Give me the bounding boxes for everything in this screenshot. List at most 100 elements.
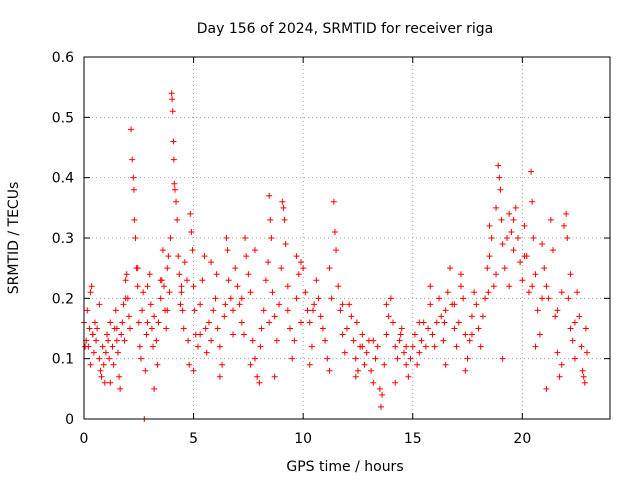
data-point [341,349,348,356]
x-tick-label: 0 [80,431,89,447]
data-point [171,186,178,193]
data-point [107,379,114,386]
data-point [139,307,146,314]
data-point [131,216,138,223]
data-point [532,271,539,278]
data-point [208,337,215,344]
data-point [383,301,390,308]
data-point [350,337,357,344]
data-point [302,289,309,296]
data-point [219,361,226,368]
data-point [212,295,219,302]
x-tick-label: 20 [513,431,531,447]
data-point [181,259,188,266]
data-point [189,247,196,254]
data-point [398,325,405,332]
data-point [331,228,338,235]
data-point [278,265,285,272]
data-point [394,355,401,362]
x-axis-title: GPS time / hours [286,459,403,475]
data-point [479,313,486,320]
data-point [148,325,155,332]
data-point [517,259,524,266]
data-point [256,379,263,386]
data-point [236,301,243,308]
data-point [558,289,565,296]
data-point [238,295,245,302]
data-point [416,349,423,356]
data-point [178,283,185,290]
data-point [579,367,586,374]
data-point [580,373,587,380]
data-point [265,259,272,266]
data-point [319,325,326,332]
data-point [177,301,184,308]
y-tick-label: 0.2 [52,291,74,307]
data-point [266,192,273,199]
data-point [460,295,467,302]
data-point [482,295,489,302]
data-point [293,253,300,260]
data-point [363,349,370,356]
data-point [223,235,230,241]
data-point [90,349,97,356]
data-point [173,198,180,205]
data-point [176,271,183,278]
data-point [130,186,137,193]
data-point [170,138,177,145]
data-point [87,361,94,368]
data-point [208,259,215,266]
data-point [197,301,204,308]
data-point [490,283,497,290]
data-point [372,355,379,362]
data-point [191,307,198,314]
data-point [88,283,95,290]
data-point [503,235,510,241]
data-point [308,343,315,350]
data-point [137,355,144,362]
x-tick-label: 15 [404,431,422,447]
data-point [337,307,344,314]
data-point [359,331,366,338]
data-point [213,271,220,278]
data-point [157,277,164,284]
y-tick-label: 0 [65,412,74,428]
data-point [151,385,158,392]
data-point [581,379,588,386]
data-point [390,319,397,326]
data-point [129,156,136,163]
data-point [234,283,241,290]
data-point [251,355,258,362]
data-point [251,247,258,254]
data-point [466,337,473,344]
data-point [563,210,570,217]
data-point [506,283,513,290]
data-point [431,343,438,350]
data-point [552,313,559,320]
data-point [477,343,484,350]
data-point [539,241,546,248]
data-point [539,295,546,302]
data-point [194,343,201,350]
data-point [416,319,423,326]
data-point [249,337,256,344]
data-point [199,277,206,284]
data-point [484,265,491,272]
grid [84,57,610,419]
data-point [169,96,176,103]
data-point [96,355,103,362]
data-point [571,355,578,362]
data-point [160,283,167,290]
data-point [150,343,157,350]
data-point [122,277,129,284]
data-point [257,343,264,350]
data-point [271,373,278,380]
data-point [297,319,304,326]
data-point [180,325,187,332]
data-point [468,331,475,338]
x-tick-label: 10 [294,431,312,447]
data-point [221,313,228,320]
data-point [117,385,124,392]
data-point [354,367,361,374]
data-point [114,349,121,356]
